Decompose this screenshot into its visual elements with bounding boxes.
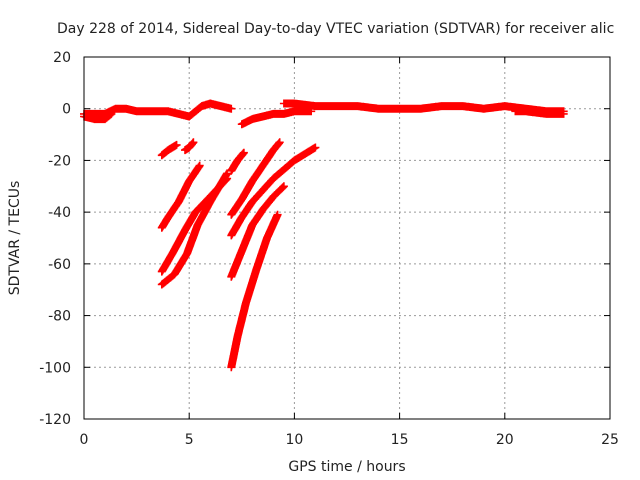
series-track-g <box>227 148 248 175</box>
y-tick-label: -120 <box>39 412 71 428</box>
data-markers <box>227 182 288 281</box>
y-tick-label: -20 <box>48 153 71 169</box>
y-tick-label: 20 <box>53 50 71 66</box>
data-markers <box>227 210 282 372</box>
chart-title: Day 228 of 2014, Sidereal Day-to-day VTE… <box>57 21 614 37</box>
series-track-i <box>227 143 320 240</box>
x-tick-label: 20 <box>496 432 514 448</box>
y-axis-label: SDTVAR / TECUs <box>7 181 23 296</box>
data-markers <box>511 107 568 118</box>
series-track-h <box>227 138 284 219</box>
x-axis-label: GPS time / hours <box>288 459 405 475</box>
series-baseline-5 <box>511 107 568 118</box>
y-tick-label: -60 <box>48 257 71 273</box>
axis-ticks: 0 5 10 15 20 25 20 0 -20 -40 -60 -80 -100 -120 <box>39 50 619 448</box>
data-markers <box>227 148 248 175</box>
plot-frame <box>83 56 611 420</box>
data-markers <box>157 161 204 232</box>
y-tick-label: 0 <box>62 102 71 118</box>
data-markers <box>157 169 232 289</box>
series-track-f <box>157 169 232 289</box>
series-track-c <box>181 138 198 155</box>
y-tick-label: -80 <box>48 309 71 325</box>
data-markers <box>181 138 198 155</box>
x-tick-label: 25 <box>601 432 619 448</box>
x-tick-label: 15 <box>391 432 409 448</box>
series-track-j <box>227 182 288 281</box>
data-markers <box>227 138 284 219</box>
y-tick-label: -100 <box>39 360 71 376</box>
x-tick-label: 5 <box>185 432 194 448</box>
series-track-k <box>227 210 282 372</box>
x-tick-label: 10 <box>285 432 303 448</box>
series-baseline-3 <box>185 99 236 121</box>
series-track-d <box>157 161 204 232</box>
series-track-b <box>157 140 181 160</box>
x-tick-label: 0 <box>80 432 89 448</box>
data-markers <box>185 99 236 121</box>
data-markers <box>157 140 181 160</box>
data-series-layer <box>80 99 568 372</box>
y-tick-label: -40 <box>48 205 71 221</box>
data-markers <box>237 107 316 129</box>
series-track-a <box>237 107 316 129</box>
data-markers <box>227 143 320 240</box>
